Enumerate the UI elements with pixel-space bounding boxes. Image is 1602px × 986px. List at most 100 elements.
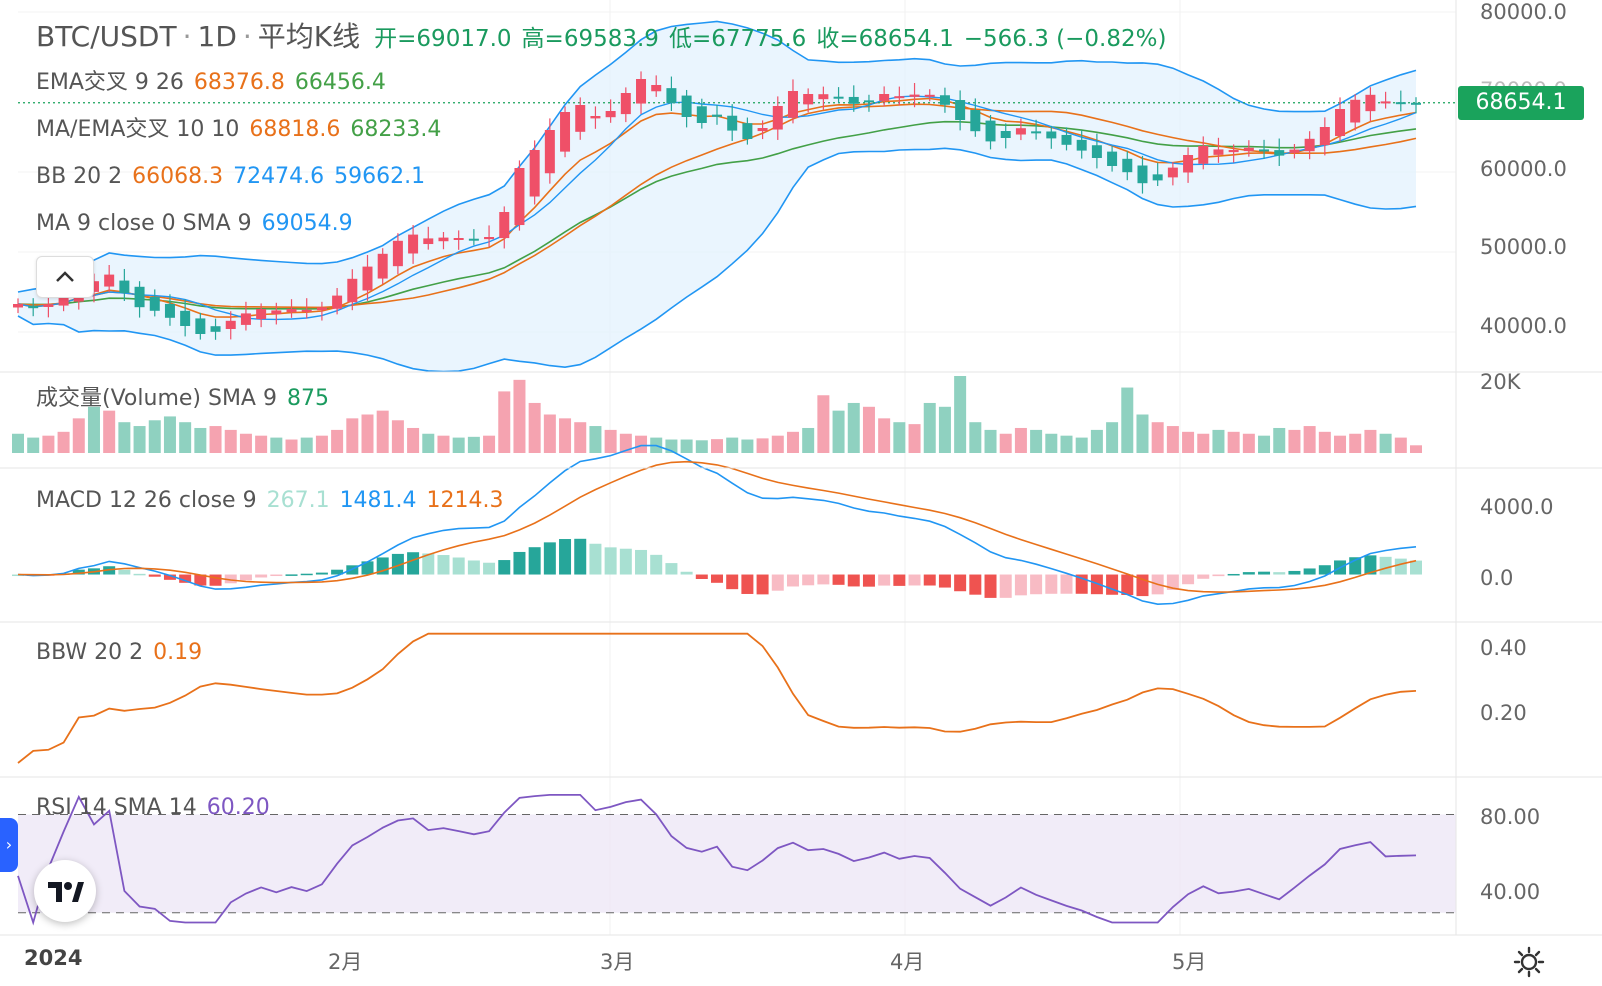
chevron-right-icon: › <box>5 835 13 854</box>
legend-rsi-v1: 60.20 <box>206 795 270 820</box>
volume-bar <box>42 435 55 453</box>
macd-tick-0: 0.0 <box>1480 566 1514 590</box>
symbol-label: BTC/USDT <box>36 20 177 53</box>
candle-body <box>544 130 555 174</box>
macd-histogram-bar <box>528 547 541 575</box>
volume-bar <box>163 416 176 453</box>
settings-gear-icon[interactable] <box>1512 945 1546 979</box>
candle-body <box>1350 99 1361 123</box>
legend-volume-v1: 875 <box>286 386 329 411</box>
macd-histogram-bar <box>802 574 815 586</box>
candle-body <box>256 309 267 320</box>
macd-histogram-bar <box>1045 574 1058 594</box>
candle-body <box>423 238 434 245</box>
volume-tick-20k: 20K <box>1480 370 1521 394</box>
volume-bar <box>923 402 936 453</box>
candle <box>256 303 267 328</box>
candle-body <box>879 94 890 101</box>
macd-histogram-bar <box>1227 573 1240 576</box>
candle <box>970 98 981 137</box>
volume-bar <box>1364 429 1377 453</box>
volume-bar <box>1090 429 1103 453</box>
legend-ma-ema[interactable]: MA/EMA交叉 10 10 68818.6 68233.4 <box>36 117 451 143</box>
macd-line <box>17 444 1417 606</box>
candle <box>575 97 586 140</box>
legend-volume[interactable]: 成交量(Volume) SMA 9 875 <box>36 386 339 412</box>
candle <box>1380 91 1391 109</box>
legend-ema[interactable]: EMA交叉 9 26 68376.8 66456.4 <box>36 70 396 96</box>
volume-bar <box>224 429 237 453</box>
volume-bar <box>862 406 875 453</box>
macd-histogram-bar <box>1060 574 1073 594</box>
volume-bar <box>1014 427 1027 453</box>
candle <box>271 302 282 325</box>
candle <box>195 312 206 340</box>
macd-histogram-bar <box>361 561 374 575</box>
candle <box>1167 162 1178 186</box>
volume-bar <box>315 435 328 453</box>
collapse-legend-button[interactable] <box>36 256 94 298</box>
bbw-pane <box>17 632 1417 764</box>
volume-bar <box>376 410 389 453</box>
macd-tick-4000: 4000.0 <box>1480 495 1554 519</box>
bbw-tick-020: 0.20 <box>1480 701 1527 725</box>
candle <box>43 294 54 318</box>
legend-macd[interactable]: MACD 12 26 close 9 267.1 1481.4 1214.3 <box>36 488 514 514</box>
volume-bar <box>619 433 632 453</box>
candle <box>560 106 571 158</box>
time-tick-mar: 3月 <box>600 950 635 974</box>
macd-histogram-bar <box>954 574 967 592</box>
legend-rsi[interactable]: RSI 14 SMA 14 60.20 <box>36 795 280 821</box>
candle-body <box>1122 158 1133 173</box>
candle-body <box>362 266 373 291</box>
tradingview-logo[interactable] <box>34 860 96 922</box>
candle <box>134 281 145 318</box>
volume-bar <box>1349 433 1362 453</box>
candle <box>636 71 647 114</box>
volume-bar <box>1318 431 1331 453</box>
volume-bar <box>391 420 404 453</box>
candle <box>316 301 327 321</box>
candle-body <box>696 106 707 123</box>
volume-bar <box>695 440 708 453</box>
candle <box>651 75 662 97</box>
macd-histogram-bar <box>711 574 723 583</box>
candle <box>438 232 449 250</box>
volume-bar <box>1303 426 1316 453</box>
macd-histogram-bar <box>194 574 207 586</box>
volume-bar <box>72 418 85 453</box>
pane-separators <box>0 0 1602 936</box>
legend-ma-v1: 69054.9 <box>261 211 353 236</box>
chart-header: BTC/USDT · 1D · 平均K线 开=69017.0 高=69583.9 低=6777… <box>36 20 1176 56</box>
volume-bar <box>346 418 359 453</box>
candle <box>1395 90 1406 112</box>
candle-body <box>438 237 449 242</box>
candle-body <box>316 307 327 311</box>
volume-bar <box>1045 433 1058 453</box>
candle <box>1137 155 1148 194</box>
legend-bbw[interactable]: BBW 20 2 0.19 <box>36 640 212 666</box>
volume-bar <box>543 414 556 453</box>
candle <box>894 86 905 106</box>
candle <box>1289 144 1300 159</box>
macd-histogram-bar <box>741 574 754 594</box>
macd-histogram-bar <box>163 574 176 580</box>
macd-histogram-bar <box>726 574 739 590</box>
macd-histogram-bar <box>984 574 997 598</box>
rsi-band-fill <box>18 814 1456 913</box>
macd-histogram-bar <box>1121 574 1134 595</box>
volume-bar <box>984 429 997 453</box>
candle-body <box>119 280 130 293</box>
volume-bar <box>513 379 526 453</box>
candle-body <box>590 116 601 119</box>
legend-bb[interactable]: BB 20 2 66068.3 72474.6 59662.1 <box>36 164 435 190</box>
legend-macd-name: MACD 12 26 close 9 <box>36 488 257 513</box>
macd-histogram-bar <box>118 569 131 575</box>
macd-histogram-bar <box>1030 574 1043 595</box>
volume-bar <box>832 410 845 453</box>
legend-ma[interactable]: MA 9 close 0 SMA 9 69054.9 <box>36 211 363 237</box>
expand-sidebar-handle[interactable]: › <box>0 818 18 872</box>
candle-body <box>134 286 145 308</box>
volume-bar <box>331 429 344 453</box>
